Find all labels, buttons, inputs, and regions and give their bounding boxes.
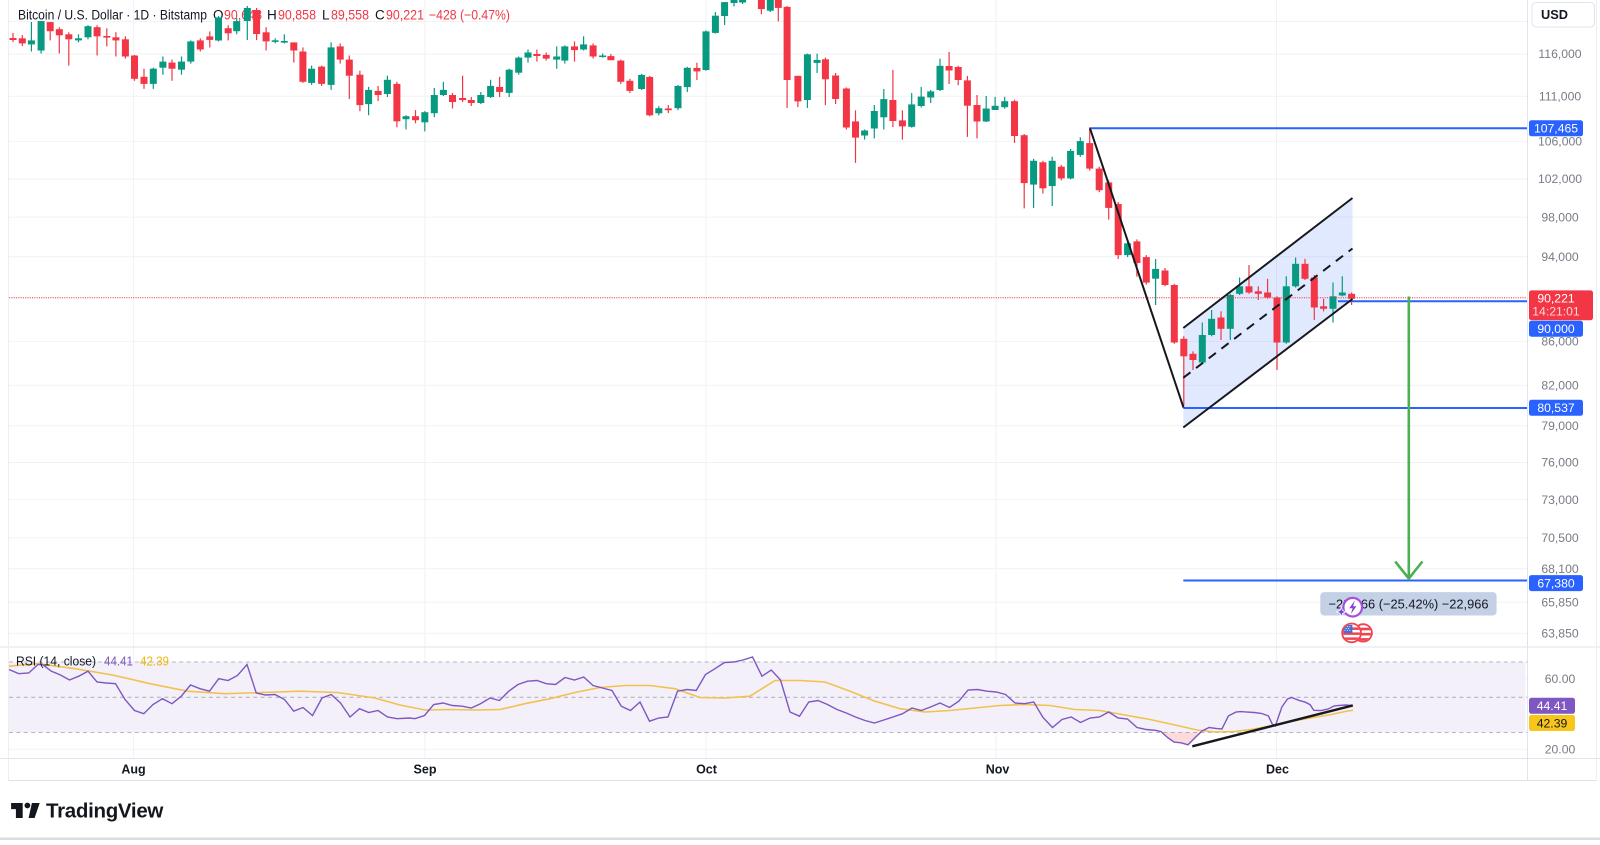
svg-text:42.39: 42.39 (140, 655, 169, 669)
svg-text:65,850: 65,850 (1541, 595, 1578, 609)
svg-text:Bitcoin / U.S. Dollar · 1D · B: Bitcoin / U.S. Dollar · 1D · Bitstamp (18, 8, 207, 23)
svg-text:68,100: 68,100 (1541, 562, 1578, 576)
svg-text:RSI (14, close): RSI (14, close) (16, 655, 96, 669)
svg-text:TradingView: TradingView (46, 800, 163, 823)
svg-text:L: L (322, 8, 330, 23)
svg-text:89,558: 89,558 (331, 8, 369, 23)
svg-text:79,000: 79,000 (1541, 419, 1578, 433)
svg-text:Aug: Aug (121, 763, 145, 777)
svg-text:O: O (213, 8, 224, 23)
svg-text:42.39: 42.39 (1537, 716, 1568, 730)
svg-text:USD: USD (1541, 7, 1568, 22)
svg-text:111,000: 111,000 (1539, 89, 1581, 103)
svg-text:102,000: 102,000 (1538, 172, 1582, 186)
svg-text:H: H (267, 8, 277, 23)
svg-text:Oct: Oct (696, 763, 718, 777)
svg-text:C: C (375, 8, 385, 23)
svg-text:14:21:01: 14:21:01 (1532, 305, 1580, 319)
svg-text:60.00: 60.00 (1545, 672, 1576, 686)
svg-text:90,648: 90,648 (224, 8, 262, 23)
svg-text:90,000: 90,000 (1537, 322, 1574, 336)
svg-text:Nov: Nov (986, 763, 1010, 777)
svg-text:63,850: 63,850 (1541, 627, 1578, 641)
svg-text:44.41: 44.41 (1537, 699, 1568, 713)
svg-text:Sep: Sep (414, 763, 437, 777)
svg-text:107,465: 107,465 (1534, 122, 1578, 136)
svg-text:Dec: Dec (1266, 763, 1289, 777)
svg-text:76,000: 76,000 (1541, 456, 1578, 470)
svg-text:−428 (−0.47%): −428 (−0.47%) (429, 8, 510, 23)
svg-text:20.00: 20.00 (1545, 743, 1576, 757)
svg-text:70,500: 70,500 (1541, 531, 1578, 545)
svg-text:90,221: 90,221 (1537, 291, 1574, 305)
svg-text:90,858: 90,858 (278, 8, 316, 23)
svg-text:44.41: 44.41 (104, 655, 133, 669)
svg-text:82,000: 82,000 (1541, 378, 1578, 392)
svg-text:116,000: 116,000 (1538, 47, 1581, 61)
svg-text:73,000: 73,000 (1541, 493, 1578, 507)
svg-text:67,380: 67,380 (1537, 576, 1574, 590)
svg-text:106,000: 106,000 (1538, 135, 1582, 149)
svg-text:80,537: 80,537 (1537, 401, 1574, 415)
svg-text:−22,966 (−25.42%) −22,966: −22,966 (−25.42%) −22,966 (1329, 596, 1489, 611)
svg-text:98,000: 98,000 (1541, 210, 1578, 224)
svg-text:90,221: 90,221 (386, 8, 424, 23)
svg-text:94,000: 94,000 (1541, 250, 1578, 264)
svg-text:86,000: 86,000 (1541, 335, 1578, 349)
